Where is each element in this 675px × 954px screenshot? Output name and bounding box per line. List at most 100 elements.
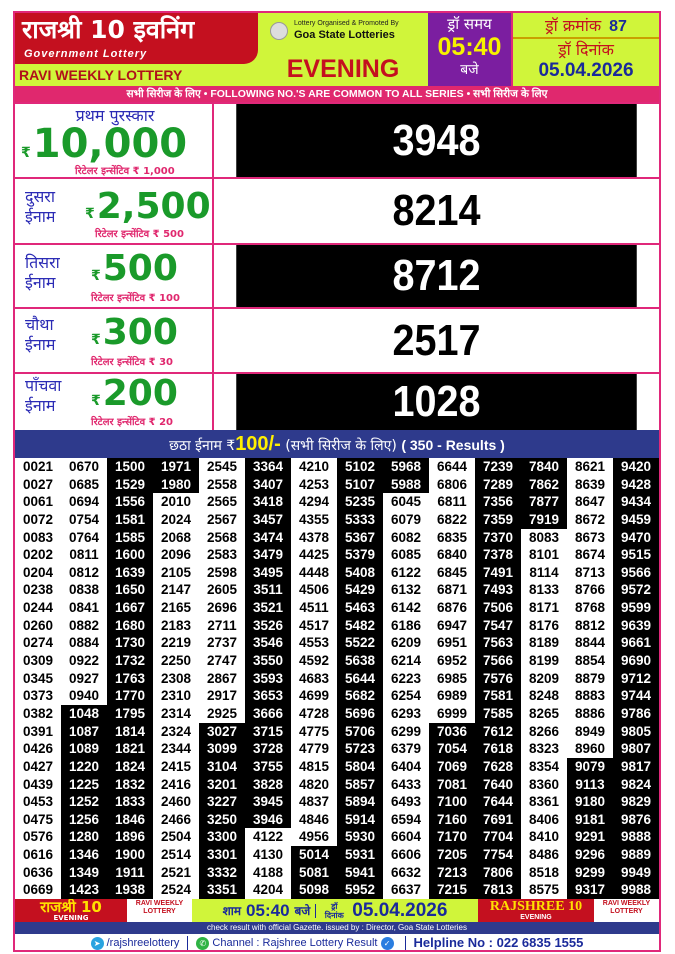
- prize-label-block: चौथा ईनाम ₹300 रिटेलर इन्सेंटिव ₹ 30: [15, 309, 214, 372]
- result-number: 0694: [61, 493, 107, 511]
- result-number: 3457: [245, 510, 291, 529]
- result-number: 4188: [245, 863, 291, 882]
- result-number: 1556: [107, 493, 153, 511]
- result-number: 0764: [61, 528, 107, 547]
- result-number: 5914: [337, 810, 383, 829]
- divider: [187, 936, 189, 950]
- result-number: 6871: [429, 581, 475, 600]
- result-number: 5804: [337, 757, 383, 776]
- result-number: 7640: [475, 775, 521, 794]
- result-number: 0940: [61, 687, 107, 705]
- date-label: ड्रॉ दिनांक: [324, 901, 344, 920]
- draw-no-label: ड्रॉ क्रमांक: [545, 16, 602, 35]
- result-number: 8575: [521, 881, 567, 899]
- rupee-icon: ₹: [91, 393, 101, 409]
- draw-time-label: ड्रॉ समय: [447, 15, 492, 33]
- result-number: 6951: [429, 634, 475, 653]
- footer-brand-hindi: राजश्री 10 EVENING: [15, 899, 127, 922]
- result-number: 8854: [567, 652, 613, 670]
- result-number: 6604: [383, 828, 429, 847]
- result-number: 6999: [429, 704, 475, 723]
- result-number: 4820: [291, 775, 337, 794]
- result-number: 0669: [15, 881, 61, 899]
- result-number: 2466: [153, 810, 199, 829]
- prize-row-3: तिसरा ईनाम ₹500 रिटेलर इन्सेंटिव ₹ 100 8…: [15, 243, 659, 307]
- result-number: 4699: [291, 687, 337, 705]
- sixth-count: ( 350 - Results ): [401, 437, 505, 453]
- result-number: 5723: [337, 740, 383, 758]
- result-number: 4378: [291, 528, 337, 547]
- result-number: 1821: [107, 740, 153, 758]
- result-number: 9805: [613, 722, 659, 741]
- result-number: 8812: [567, 616, 613, 635]
- result-number: 2598: [199, 563, 245, 582]
- result-number: 0426: [15, 740, 61, 758]
- result-number: 3351: [199, 881, 245, 899]
- result-number: 8171: [521, 599, 567, 617]
- result-number: 0812: [61, 563, 107, 582]
- footer-time-date: शाम 05:40 बजे ड्रॉ दिनांक 05.04.2026: [192, 899, 478, 922]
- result-number: 8248: [521, 687, 567, 705]
- result-number: 4775: [291, 722, 337, 741]
- result-number: 2504: [153, 828, 199, 847]
- result-number: 1650: [107, 581, 153, 600]
- result-number: 4956: [291, 828, 337, 847]
- rupee-icon: ₹: [21, 145, 31, 161]
- result-number: 2165: [153, 599, 199, 617]
- result-number: 9428: [613, 475, 659, 494]
- result-number: 0072: [15, 510, 61, 529]
- result-number: 0754: [61, 510, 107, 529]
- result-number: 6379: [383, 740, 429, 758]
- series-band: सभी सिरीज के लिए • FOLLOWING NO.'S ARE C…: [15, 86, 659, 102]
- brand-en: RAJSHREE 10: [489, 899, 583, 914]
- draw-time-suffix: बजे: [460, 62, 479, 78]
- result-number: 9786: [613, 704, 659, 723]
- result-number: 8639: [567, 475, 613, 494]
- result-number: 2747: [199, 652, 245, 670]
- result-number: 9639: [613, 616, 659, 635]
- result-number: 1220: [61, 757, 107, 776]
- result-number: 7491: [475, 563, 521, 582]
- amount: 2,500: [96, 186, 211, 227]
- telegram-link[interactable]: ➤/rajshreelottery: [90, 936, 179, 950]
- result-number: 0884: [61, 634, 107, 653]
- prize-name: तिसरा ईनाम: [25, 253, 60, 292]
- amount: 500: [102, 248, 178, 289]
- result-number: 9889: [613, 846, 659, 864]
- result-number: 9690: [613, 652, 659, 670]
- retailer-incentive: रिटेलर इन्सेंटिव ₹ 30: [91, 357, 173, 368]
- result-number: 0922: [61, 652, 107, 670]
- result-number: 4846: [291, 810, 337, 829]
- result-number: 7359: [475, 510, 521, 529]
- result-number: 3715: [245, 722, 291, 741]
- result-number: 7069: [429, 757, 475, 776]
- result-number: 4253: [291, 475, 337, 494]
- time-suffix: बजे: [294, 903, 311, 918]
- result-number: 7054: [429, 740, 475, 758]
- result-number: 7704: [475, 828, 521, 847]
- result-number: 2314: [153, 704, 199, 723]
- result-number: 1225: [61, 775, 107, 794]
- result-number: 6299: [383, 722, 429, 741]
- result-number: 2415: [153, 757, 199, 776]
- footer-date: 05.04.2026: [352, 899, 448, 921]
- result-number: 7840: [521, 458, 567, 476]
- result-number: 3550: [245, 652, 291, 670]
- result-number: 5522: [337, 634, 383, 653]
- result-number: 3301: [199, 846, 245, 864]
- result-number: 7628: [475, 757, 521, 776]
- result-number: 7506: [475, 599, 521, 617]
- result-number: 6985: [429, 669, 475, 688]
- result-number: 0636: [15, 863, 61, 882]
- result-number: 0439: [15, 775, 61, 794]
- result-number: 4592: [291, 652, 337, 670]
- result-number: 1349: [61, 863, 107, 882]
- whatsapp-link[interactable]: ✆ Channel : Rajshree Lottery Result ✓: [196, 936, 396, 950]
- header: राजश्री 10 इवनिंग Government Lottery RAV…: [15, 13, 659, 86]
- result-number: 5107: [337, 475, 383, 494]
- result-number: 2925: [199, 704, 245, 723]
- draw-time: 05:40: [437, 33, 502, 61]
- result-number: 3653: [245, 687, 291, 705]
- result-number: 7644: [475, 793, 521, 811]
- result-number: 6223: [383, 669, 429, 688]
